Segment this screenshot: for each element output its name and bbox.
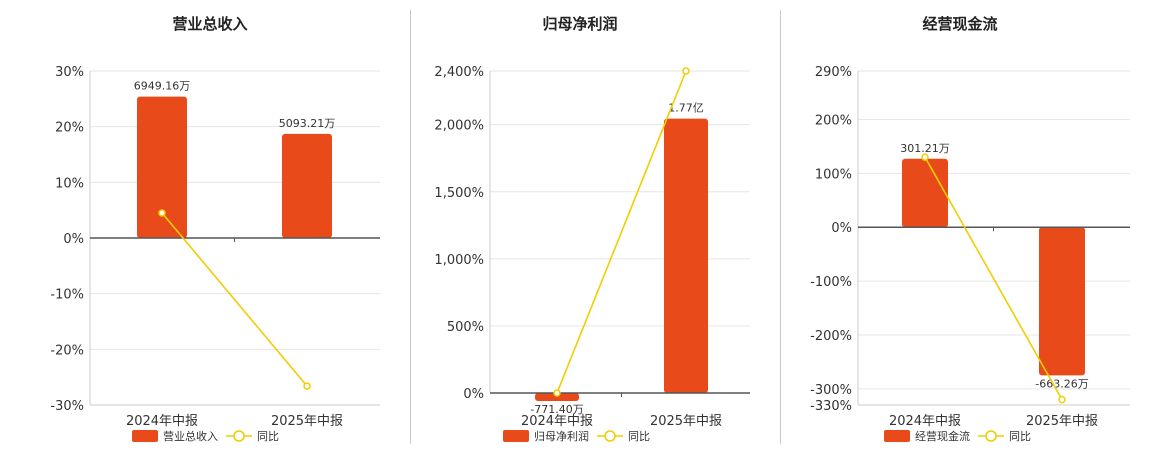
chart2-category-label: 2024年中报 (521, 414, 593, 429)
chart2-y-tick-label: 1,000% (434, 253, 484, 268)
chart3-yoy-point-1 (921, 153, 929, 161)
chart1-y-tick-label: -30% (50, 399, 84, 414)
panel-separator-2 (780, 10, 781, 444)
chart3-legend-line-label: 同比 (1009, 430, 1031, 443)
chart1-legend-bar-label: 营业总收入 (163, 429, 218, 443)
chart3-y-tick-label: 290% (815, 65, 852, 80)
chart3-bar-1 (902, 158, 948, 228)
chart2-yoy-point-2 (682, 67, 690, 75)
chart3-y-tick-label: 0% (831, 221, 852, 236)
chart2-y-tick-label: 2,400% (434, 65, 484, 80)
chart2-y-tick-label: 1,500% (434, 186, 484, 201)
chart1-bar-data-label: 5093.21万 (279, 117, 336, 130)
chart1-y-tick-label: 30% (55, 65, 84, 80)
chart3-title: 经营现金流 (922, 15, 997, 33)
chart2-legend-line-label: 同比 (628, 430, 650, 443)
chart1-title: 营业总收入 (172, 15, 247, 33)
chart3-y-tick-label: -330% (810, 399, 852, 414)
chart1-legend-line-marker (233, 430, 245, 442)
chart2-bar-data-label: -771.40万 (530, 403, 583, 416)
chart2-yoy-point-1 (553, 389, 561, 397)
chart2-bar-2 (664, 118, 708, 394)
chart1-y-tick-label: 10% (55, 176, 84, 191)
chart3-y-tick-label: 200% (815, 113, 852, 128)
chart3-yoy-line (924, 156, 1063, 401)
chart1-category-label: 2025年中报 (271, 414, 343, 429)
chart3-y-tick-label: -200% (810, 329, 852, 344)
chart3-bar-2 (1039, 227, 1085, 376)
chart2-legend-bar-label: 归母净利润 (534, 429, 589, 443)
chart3-y-tick-label: -300% (810, 383, 852, 398)
chart3-y-tick-label: 100% (815, 167, 852, 182)
chart1-bar-data-label: 6949.16万 (134, 80, 191, 93)
chart1-bar-1 (137, 96, 187, 239)
chart1-legend-bar-swatch (132, 430, 158, 442)
chart3-legend-line-marker (985, 430, 997, 442)
chart1-y-tick-label: -10% (50, 288, 84, 303)
chart3-legend-bar-label: 经营现金流 (915, 429, 970, 443)
chart3-legend-bar-swatch (884, 430, 910, 442)
chart2-y-tick-label: 500% (447, 320, 484, 335)
chart1-category-label: 2024年中报 (126, 414, 198, 429)
chart3-bar-data-label: -663.26万 (1035, 377, 1088, 390)
chart2-yoy-line (556, 70, 687, 394)
chart2-category-label: 2025年中报 (650, 414, 722, 429)
chart2-bar-1 (535, 393, 579, 402)
chart2-legend-line-marker (604, 430, 616, 442)
chart1-y-tick-label: -20% (50, 343, 84, 358)
chart1-yoy-point-1 (158, 209, 166, 217)
chart1-y-tick-label: 20% (55, 121, 84, 136)
chart1-yoy-point-2 (303, 382, 311, 390)
chart2-bar-data-label: 1.77亿 (668, 102, 704, 115)
chart3-category-label: 2024年中报 (889, 414, 961, 429)
chart1-yoy-line (161, 212, 308, 387)
chart3-category-label: 2025年中报 (1026, 414, 1098, 429)
chart2-legend-bar-swatch (503, 430, 529, 442)
chart2-y-tick-label: 0% (463, 387, 484, 402)
chart2-title: 归母净利润 (542, 15, 617, 33)
chart1-legend-line-label: 同比 (257, 430, 279, 443)
chart3-yoy-point-2 (1058, 395, 1066, 404)
chart1-y-tick-label: 0% (63, 232, 84, 247)
chart3-y-tick-label: -100% (810, 275, 852, 290)
panel-separator-1 (410, 10, 411, 444)
chart1-bar-2 (282, 133, 332, 238)
chart3-bar-data-label: 301.21万 (900, 142, 950, 155)
chart2-y-tick-label: 2,000% (434, 119, 484, 134)
